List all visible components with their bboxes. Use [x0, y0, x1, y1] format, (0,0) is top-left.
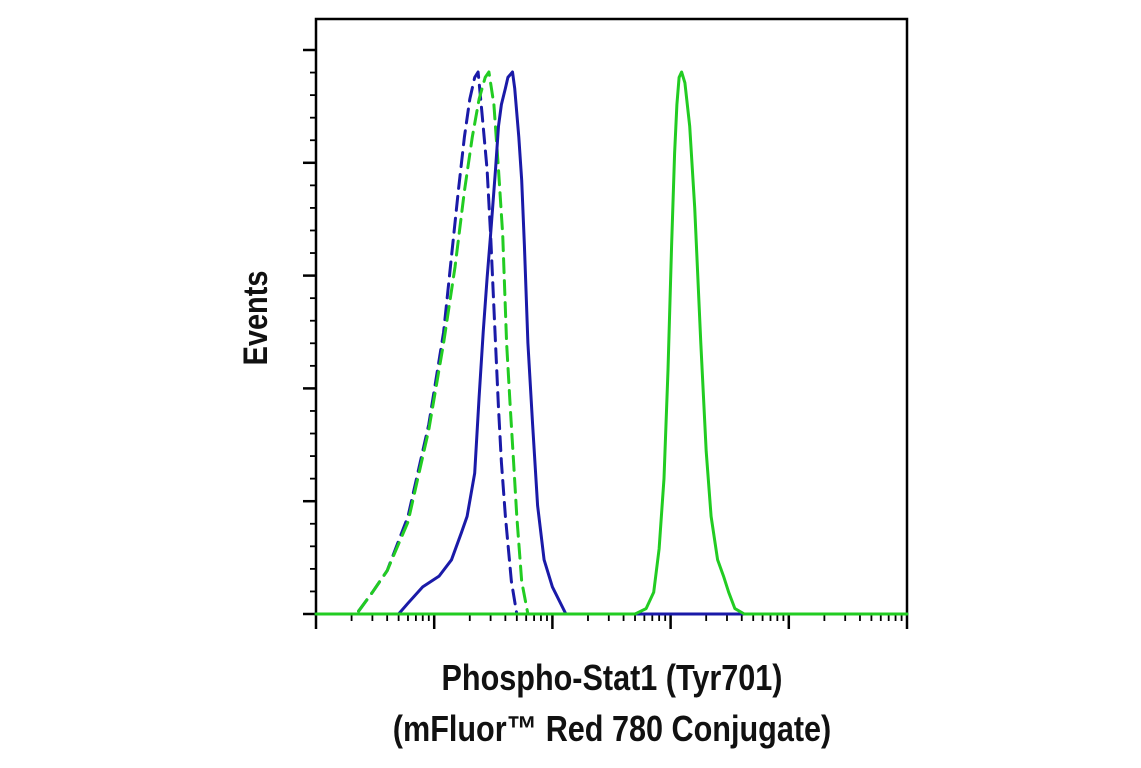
series-line-2	[314, 70, 909, 616]
series-line-4	[314, 70, 909, 616]
y-axis-ticks	[303, 48, 316, 616]
x-axis-label-line-2: (mFluor™ Red 780 Conjugate)	[393, 710, 831, 750]
y-axis-label: Events	[236, 271, 275, 366]
x-axis-ticks	[314, 614, 909, 629]
x-axis-label-line-1: Phospho-Stat1 (Tyr701)	[441, 659, 782, 699]
series-layer	[314, 70, 909, 616]
series-line-3	[314, 70, 909, 616]
